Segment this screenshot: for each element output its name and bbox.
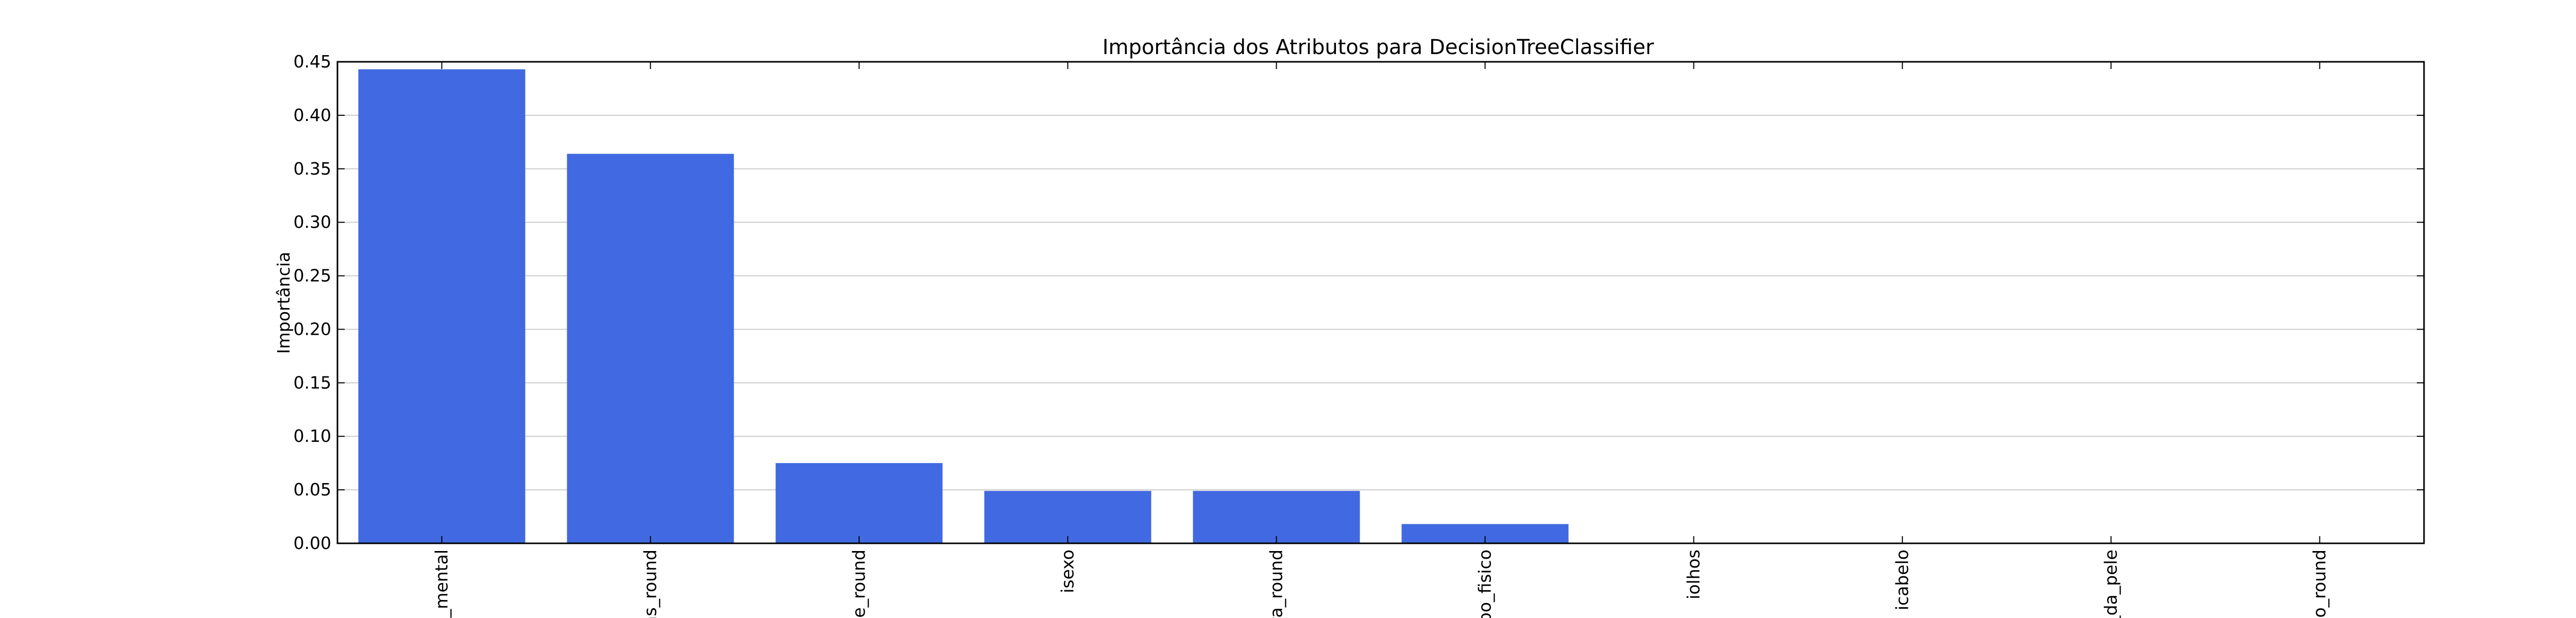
bars xyxy=(358,69,1569,544)
bar-ias_round xyxy=(567,153,734,543)
x-tick-label: tipo_fisico xyxy=(1475,550,1495,618)
chart-title: Importância dos Atributos para DecisionT… xyxy=(1103,36,1654,59)
x-tick-label: icabelo xyxy=(1892,550,1912,610)
bar-isexo xyxy=(984,491,1151,543)
y-tick-label: 0.45 xyxy=(294,52,331,72)
bar-ura_round xyxy=(1193,491,1360,543)
y-tick-labels: 0.00 0.05 0.10 0.15 0.20 0.25 0.30 0.35 0.40 0.45 xyxy=(294,52,331,553)
x-tick-label: ura_round xyxy=(1266,550,1286,618)
x-tick-label: ias_round xyxy=(640,550,660,618)
bar-de_round xyxy=(775,463,943,543)
x-tick-labels: io_mental ias_round de_round isexo ura_round… xyxy=(432,550,2330,618)
y-tick-label: 0.10 xyxy=(294,426,331,446)
y-tick-label: 0.30 xyxy=(294,212,331,232)
y-tick-label: 0.00 xyxy=(294,533,331,553)
y-tick-label: 0.35 xyxy=(294,159,331,179)
axis-ticks xyxy=(337,61,2424,544)
y-tick-label: 0.05 xyxy=(294,479,331,500)
x-tick-label: io_mental xyxy=(432,550,452,618)
x-tick-label: iolhos xyxy=(1684,550,1704,599)
x-tick-label: r_da_pele xyxy=(2101,550,2121,618)
x-tick-label: de_round xyxy=(849,550,869,618)
y-tick-label: 0.15 xyxy=(294,372,331,392)
x-tick-label: isexo xyxy=(1058,550,1078,593)
y-tick-label: 0.25 xyxy=(294,266,331,286)
y-tick-label: 0.40 xyxy=(294,105,331,125)
plot-frame xyxy=(336,61,2425,544)
y-tick-label: 0.20 xyxy=(294,319,331,339)
bar-io_mental xyxy=(358,69,526,544)
x-tick-label: eso_round xyxy=(2310,550,2330,618)
y-axis-label: Importância xyxy=(274,252,294,354)
